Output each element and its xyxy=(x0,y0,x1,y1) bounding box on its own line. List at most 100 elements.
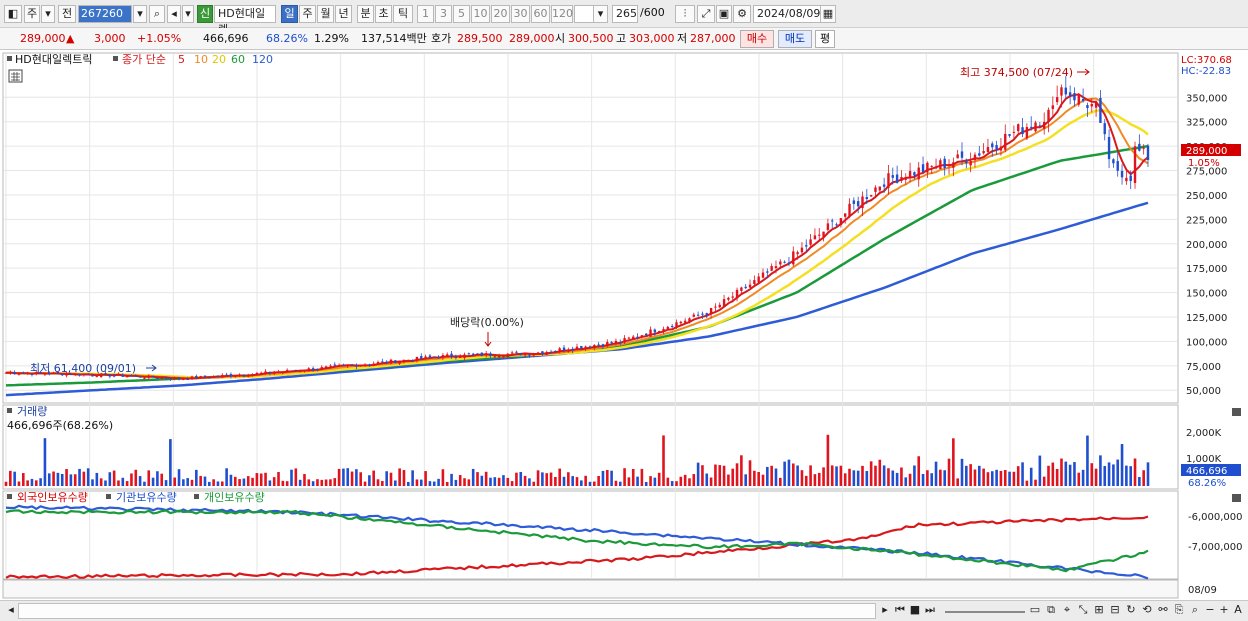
volume-bar xyxy=(614,480,618,486)
volume-bar xyxy=(1138,476,1141,486)
date-input[interactable]: 2024/08/09 xyxy=(753,5,821,23)
interval-1[interactable]: 1 xyxy=(417,5,434,23)
candle-body xyxy=(311,368,315,371)
candle-body xyxy=(497,356,501,358)
holdings-panel-close-icon[interactable] xyxy=(1232,494,1241,502)
period-tab-day[interactable]: 일 xyxy=(281,5,298,23)
zoom-out-icon[interactable]: − xyxy=(1205,603,1215,616)
speaker-dropdown-icon[interactable]: ▾ xyxy=(182,5,194,23)
volume-bar xyxy=(415,479,419,486)
speaker-icon[interactable]: ◂ xyxy=(167,5,181,23)
stock-code-input[interactable]: 267260 xyxy=(78,5,132,23)
grid-toggle-icon[interactable]: ⊞ xyxy=(1094,603,1104,616)
candle-body xyxy=(169,378,172,380)
candle-body xyxy=(645,333,648,336)
copy-icon[interactable]: ⎘ xyxy=(1174,603,1184,616)
volume-bar xyxy=(705,473,709,486)
volume-bar xyxy=(22,473,25,486)
period-tab-second[interactable]: 초 xyxy=(375,5,392,23)
volume-bar xyxy=(1012,471,1016,486)
candle-body xyxy=(48,373,51,375)
candle-body xyxy=(467,353,471,355)
stock-code-dropdown-icon[interactable]: ▾ xyxy=(133,5,147,23)
period-tab-tick[interactable]: 틱 xyxy=(393,5,413,23)
crosshair-icon[interactable]: ⌖ xyxy=(1063,603,1071,616)
volume-bar xyxy=(108,472,112,486)
volume-bar xyxy=(675,481,678,486)
candle-body xyxy=(251,374,254,376)
period-tab-year[interactable]: 년 xyxy=(335,5,352,23)
candle-body xyxy=(1086,105,1089,109)
interval-120[interactable]: 120 xyxy=(551,5,573,23)
zoom-slider[interactable] xyxy=(945,603,1025,613)
interval-10[interactable]: 10 xyxy=(471,5,490,23)
price-change-pct: +1.05% xyxy=(137,32,182,45)
fit-icon[interactable]: ▭ xyxy=(1029,603,1041,616)
market-type-dropdown-icon[interactable]: ▾ xyxy=(41,5,55,23)
candle-body xyxy=(372,363,375,365)
volume-bar xyxy=(147,470,151,486)
bar-count-input[interactable]: 265 xyxy=(612,5,638,23)
horizontal-scrollbar[interactable] xyxy=(18,603,876,619)
compare-icon[interactable]: ⧉ xyxy=(1047,603,1055,616)
scroll-right-icon[interactable]: ▸ xyxy=(882,603,888,616)
candle-body xyxy=(939,160,942,170)
draw-tool-icon[interactable]: ⤢ xyxy=(697,5,715,23)
volume-bar xyxy=(653,477,657,486)
layout-icon[interactable]: ⊟ xyxy=(1110,603,1120,616)
bid-price: 289,000 xyxy=(509,32,555,45)
settings-gear-icon[interactable]: ⚙ xyxy=(733,5,751,23)
scroll-left-icon[interactable]: ◂ xyxy=(8,603,14,616)
prev-button[interactable]: 전 xyxy=(58,5,76,23)
link-icon[interactable]: ⚯ xyxy=(1158,603,1168,616)
sell-button[interactable]: 매도 xyxy=(778,30,812,48)
candle-body xyxy=(588,346,592,348)
volume-bar xyxy=(536,470,540,486)
search-zoom-icon[interactable]: ⌕ xyxy=(1191,603,1199,616)
buy-button[interactable]: 매수 xyxy=(740,30,774,48)
table-icon[interactable] xyxy=(8,69,23,83)
volume-bar xyxy=(177,469,181,486)
market-type-select[interactable]: 주 xyxy=(24,5,40,23)
reset-icon[interactable]: ⟲ xyxy=(1142,603,1152,616)
fast-forward-icon[interactable]: ⏭ xyxy=(925,603,935,616)
volume-panel-close-icon[interactable] xyxy=(1232,408,1241,416)
candle-body xyxy=(1068,92,1072,96)
stop-icon[interactable]: ■ xyxy=(909,603,921,616)
candle-body xyxy=(91,375,94,377)
volume-bar xyxy=(294,468,298,486)
candle-body xyxy=(934,167,938,169)
volume-bar xyxy=(631,468,635,486)
custom-interval-dropdown-icon[interactable]: ▾ xyxy=(593,5,608,23)
evaluate-button[interactable]: 평 xyxy=(815,30,835,48)
stock-chart-svg[interactable]: 350,000325,000300,000275,000250,000225,0… xyxy=(0,50,1248,600)
chart-toolbar: ◧ 주 ▾ 전 267260 ▾ ⌕ ◂ ▾ 신 HD현대일렉 일 주 월 년 … xyxy=(0,0,1248,36)
interval-30[interactable]: 30 xyxy=(511,5,530,23)
interval-20[interactable]: 20 xyxy=(491,5,510,23)
volume-bar xyxy=(1129,466,1132,486)
candle-body xyxy=(151,376,155,378)
save-icon[interactable]: ▣ xyxy=(716,5,732,23)
volume-bar xyxy=(1021,462,1024,486)
candle-body xyxy=(99,373,103,377)
calendar-icon[interactable]: ▦ xyxy=(820,5,836,23)
scale-icon[interactable]: ⤡ xyxy=(1078,603,1088,616)
period-tab-month[interactable]: 월 xyxy=(317,5,334,23)
candle-body xyxy=(294,369,298,371)
chart-area[interactable]: 350,000325,000300,000275,000250,000225,0… xyxy=(0,50,1248,600)
interval-5[interactable]: 5 xyxy=(453,5,470,23)
period-tab-minute[interactable]: 분 xyxy=(357,5,374,23)
zoom-in-icon[interactable]: + xyxy=(1219,603,1229,616)
chart-scroll-bar: ◂ ▸ ⏮ ■ ⏭ ▭ ⧉ ⌖ ⤡ ⊞ ⊟ ↻ ⟲ ⚯ ⎘ ⌕ − + A xyxy=(0,600,1248,621)
candle-body xyxy=(969,161,972,166)
rewind-icon[interactable]: ⏮ xyxy=(895,603,905,616)
refresh-icon[interactable]: ↻ xyxy=(1126,603,1136,616)
search-icon[interactable]: ⌕ xyxy=(149,5,165,23)
auto-scale-icon[interactable]: A xyxy=(1234,603,1242,616)
interval-60[interactable]: 60 xyxy=(531,5,550,23)
candle-type-icon[interactable]: ⫶ xyxy=(675,5,695,23)
period-tab-week[interactable]: 주 xyxy=(299,5,316,23)
interval-3[interactable]: 3 xyxy=(435,5,452,23)
chart-menu-icon[interactable]: ◧ xyxy=(4,5,22,23)
volume-bar xyxy=(567,472,570,486)
